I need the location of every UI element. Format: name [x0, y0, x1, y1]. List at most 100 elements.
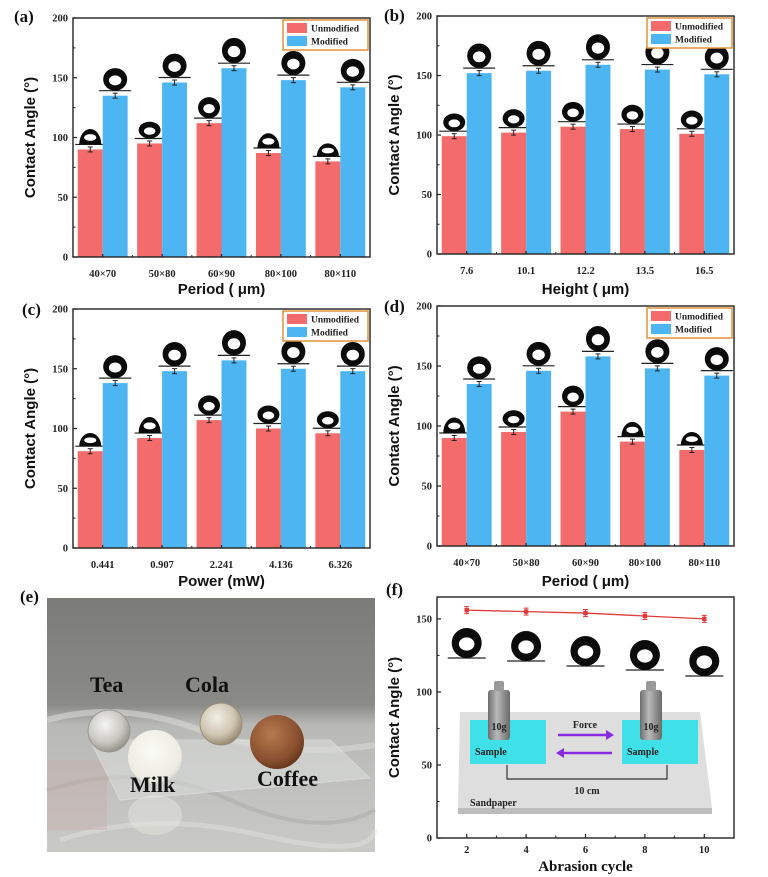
y-tick-label: 0: [63, 253, 68, 264]
y-tick-label: 0: [427, 542, 432, 553]
panel-d-bar-chart: (d) 40×70 50×80 60×90 80×100 80×110 0 50 100 150…: [384, 297, 735, 590]
x-tick-label: 7.6: [460, 266, 473, 277]
x-tick-label: 50×80: [513, 558, 540, 569]
droplet-highlight: [84, 437, 97, 444]
x-tick-label: 16.5: [695, 266, 713, 277]
panel-e-label: (e): [20, 587, 39, 606]
bar-modified: [340, 87, 366, 257]
y-axis-title: Contact Angle (°): [386, 657, 403, 778]
bar-modified: [221, 68, 247, 257]
bar-unmodified: [619, 129, 645, 254]
y-axis-title: Contact Angle (°): [386, 74, 403, 195]
cola-droplet: [199, 702, 243, 746]
y-tick-label: 100: [416, 131, 432, 142]
bar-unmodified: [196, 123, 222, 257]
unmodified-droplet-icon: [676, 432, 707, 446]
bar-unmodified: [77, 451, 103, 548]
legend-label-unmodified: Unmodified: [675, 23, 724, 33]
bar-unmodified: [501, 132, 527, 254]
panel-f-line-chart: (f) 10g 10g Sample Sample Force 10 cm Sandpape…: [386, 580, 735, 875]
coffee-droplet: [250, 715, 304, 769]
bar-unmodified: [315, 433, 341, 548]
legend-label-modified: Modified: [311, 329, 349, 339]
y-axis-title: Contact Angle (°): [22, 368, 39, 489]
legend-label-unmodified: Unmodified: [311, 316, 360, 326]
abrasion-droplet-icon: [447, 628, 486, 659]
legend-label-modified: Modified: [311, 38, 349, 48]
marble-streak: [59, 821, 378, 849]
droplet-highlight: [626, 111, 639, 120]
droplet-highlight: [143, 127, 156, 135]
distance-label: 10 cm: [574, 786, 600, 797]
droplet-highlight: [696, 655, 713, 669]
sample-label-left: Sample: [475, 747, 507, 758]
panel-d-label: (d): [384, 297, 405, 316]
droplet-highlight: [567, 108, 579, 118]
photo-label-coffee: Coffee: [257, 766, 318, 791]
legend-swatch-unmodified: [287, 314, 307, 324]
y-tick-label: 50: [422, 760, 433, 771]
panel-e-photo: (e) Tea Cola Milk Coffee: [20, 587, 378, 852]
modified-droplet-icon: [336, 341, 369, 367]
x-tick-label: 6: [583, 845, 588, 856]
y-tick-label: 200: [416, 12, 432, 23]
x-tick-label: 80×110: [688, 558, 720, 569]
x-tick-label: 60×90: [208, 269, 235, 280]
y-tick-label: 100: [416, 422, 432, 433]
abrasion-droplet-icon: [507, 631, 546, 662]
bar-unmodified: [560, 411, 586, 546]
x-axis-title: Abrasion cycle: [538, 859, 633, 875]
droplet-highlight: [532, 349, 545, 361]
bar-modified: [704, 74, 730, 254]
droplet-highlight: [168, 61, 181, 72]
y-axis-title: Contact Angle (°): [386, 365, 403, 486]
droplet-highlight: [591, 334, 605, 346]
unmodified-droplet-icon: [312, 411, 343, 429]
legend-swatch-modified: [651, 34, 671, 44]
x-tick-label: 10: [699, 845, 710, 856]
bar-modified: [585, 64, 611, 254]
modified-droplet-icon: [217, 37, 250, 64]
droplet-highlight: [567, 392, 579, 402]
modified-droplet-icon: [336, 58, 369, 83]
unmodified-droplet-icon: [439, 417, 470, 434]
unmodified-droplet-icon: [676, 110, 707, 130]
sandpaper-label: Sandpaper: [470, 798, 517, 809]
x-tick-label: 2: [464, 845, 469, 856]
bar-modified: [102, 95, 128, 257]
droplet-highlight: [710, 354, 724, 366]
droplet-highlight: [577, 645, 594, 659]
bar-unmodified: [315, 161, 341, 257]
unmodified-droplet-icon: [253, 405, 284, 425]
y-tick-label: 100: [52, 133, 68, 144]
droplet-highlight: [448, 422, 461, 430]
panel-b-bar-chart: (b) 7.6 10.1 12.2 13.5 16.5 0 50 100 150 200 Heigh…: [384, 6, 735, 298]
y-tick-label: 50: [58, 193, 69, 204]
droplet-highlight: [472, 51, 486, 63]
bar-modified: [221, 360, 247, 548]
modified-droplet-icon: [217, 330, 250, 356]
bar-modified: [644, 69, 670, 254]
y-tick-label: 50: [422, 482, 433, 493]
weight-icon: [488, 690, 510, 740]
bar-unmodified: [679, 133, 705, 254]
x-tick-label: 0.907: [150, 560, 174, 571]
weight-knob: [646, 681, 656, 691]
droplet-highlight: [262, 411, 275, 420]
droplet-highlight: [637, 649, 653, 663]
y-axis-title: Contact Angle (°): [22, 77, 39, 198]
arrow-head-left-icon: [556, 748, 564, 758]
y-tick-label: 150: [416, 362, 432, 373]
droplet-highlight: [346, 349, 360, 361]
droplet-highlight: [685, 436, 698, 443]
y-tick-label: 150: [52, 364, 68, 375]
x-axis-title: Height ( μm): [542, 281, 630, 298]
arrow-head-right-icon: [606, 730, 614, 740]
x-tick-label: 50×80: [149, 269, 176, 280]
x-tick-label: 80×100: [629, 558, 661, 569]
photo-label-cola: Cola: [185, 672, 229, 697]
unmodified-droplet-icon: [498, 410, 529, 428]
bar-unmodified: [679, 450, 705, 546]
modified-droplet-icon: [158, 53, 191, 79]
